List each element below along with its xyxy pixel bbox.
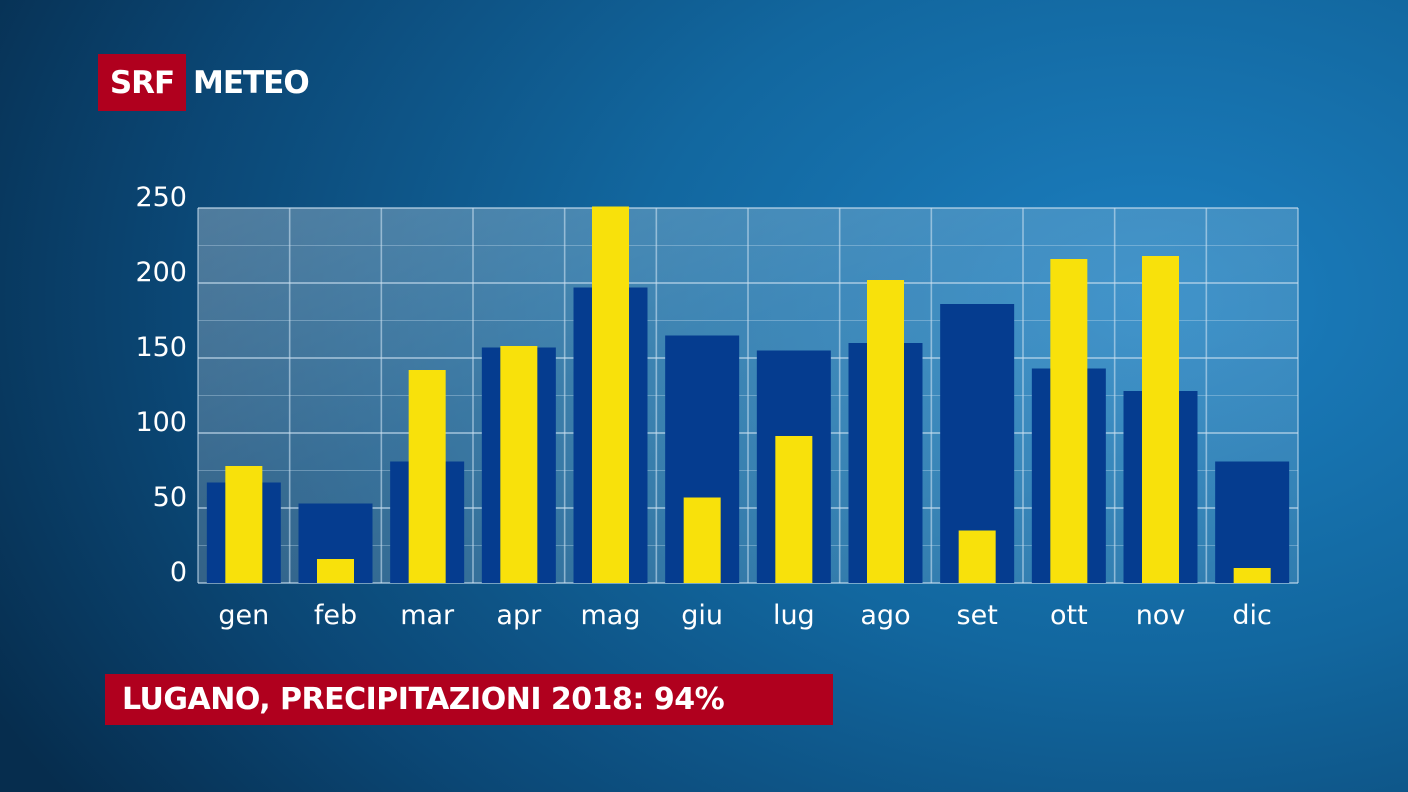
x-tick-label: giu: [681, 600, 723, 631]
x-tick-label: apr: [496, 600, 542, 631]
bar-actual-giu: [683, 497, 721, 583]
srf-logo-box: SRF: [98, 54, 186, 111]
y-axis-ticks: 0 50 100 150 200 250: [135, 182, 187, 588]
x-tick-label: mar: [400, 600, 455, 631]
bar-actual-lug: [775, 436, 813, 583]
bar-actual-feb: [317, 559, 354, 583]
bar-actual-dic: [1233, 568, 1271, 583]
bar-actual-set: [958, 530, 996, 583]
bar-actual-nov: [1142, 256, 1179, 583]
bar-actual-mag: [592, 206, 629, 583]
y-tick-label: 150: [135, 332, 187, 363]
meteo-logo-text: METEO: [193, 64, 310, 101]
x-tick-label: gen: [218, 600, 269, 631]
y-tick-label: 100: [135, 407, 187, 438]
bar-actual-ago: [867, 280, 904, 583]
bar-actual-gen: [225, 466, 263, 583]
y-tick-label: 200: [135, 257, 187, 288]
bar-actual-mar: [408, 370, 446, 583]
grid: [197, 207, 1299, 584]
x-axis-ticks: gen feb mar apr mag giu lug ago set ott nov dic: [218, 600, 1272, 631]
bar-normal-dic: [1215, 461, 1290, 583]
title-banner: LUGANO, PRECIPITAZIONI 2018: 94%: [105, 674, 833, 725]
bars: [206, 206, 1290, 583]
precipitation-bar-chart: 0 50 100 150 200 250 gen feb mar apr mag giu lug ago…: [135, 182, 1299, 631]
x-tick-label: dic: [1232, 600, 1272, 631]
x-tick-label: lug: [773, 600, 815, 631]
srf-meteo-logo: SRF METEO: [98, 54, 310, 111]
x-tick-label: ott: [1050, 600, 1088, 631]
bar-actual-ott: [1050, 259, 1088, 583]
y-tick-label: 250: [135, 182, 187, 213]
bar-actual-apr: [500, 346, 538, 583]
x-tick-label: nov: [1136, 600, 1186, 631]
x-tick-label: feb: [314, 600, 357, 631]
x-tick-label: mag: [581, 600, 641, 631]
x-tick-label: set: [957, 600, 998, 631]
y-tick-label: 50: [153, 482, 187, 513]
x-tick-label: ago: [860, 600, 910, 631]
y-tick-label: 0: [170, 557, 187, 588]
